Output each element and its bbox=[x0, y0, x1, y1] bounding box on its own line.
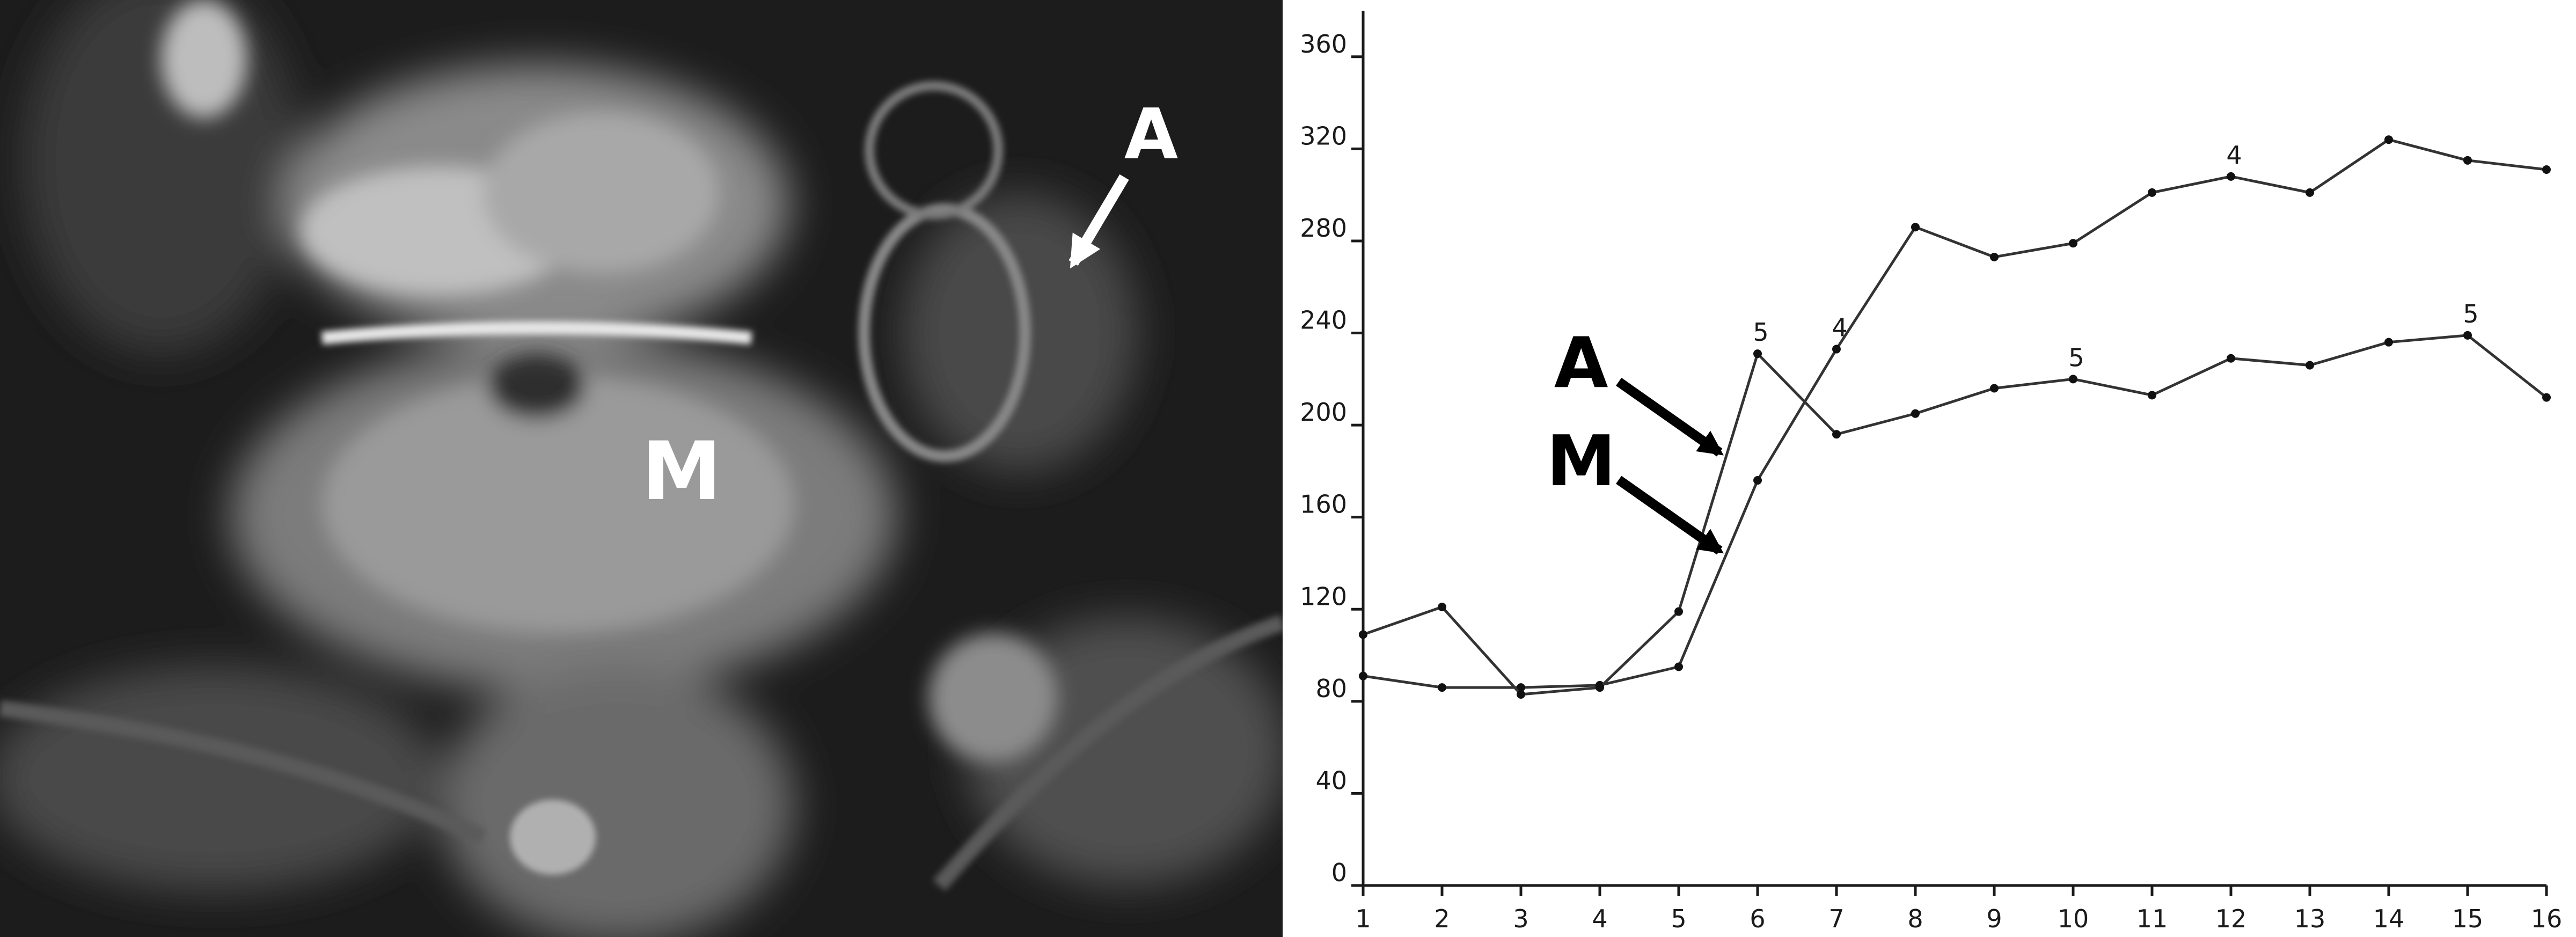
series-a-point bbox=[1517, 690, 1525, 699]
x-tick-label: 9 bbox=[1986, 904, 2002, 933]
series-a-point bbox=[1990, 384, 1999, 393]
x-tick-label: 10 bbox=[2058, 904, 2089, 933]
series-a-point bbox=[2384, 338, 2393, 347]
series-a-point bbox=[2148, 391, 2156, 400]
mri-scan: M A bbox=[0, 0, 1283, 937]
mri-image: M A bbox=[0, 0, 1283, 937]
x-tick-label: 4 bbox=[1592, 904, 1607, 933]
point-label: 4 bbox=[1832, 313, 1847, 342]
y-tick-label: 360 bbox=[1300, 30, 1347, 58]
x-tick-label: 1 bbox=[1355, 904, 1371, 933]
series-a-point bbox=[2069, 375, 2077, 384]
series-m-point bbox=[1674, 662, 1683, 671]
y-tick-label: 320 bbox=[1300, 121, 1347, 150]
point-label: 4 bbox=[2226, 141, 2242, 170]
series-a-point bbox=[2227, 354, 2235, 363]
series-m-point bbox=[1911, 223, 1920, 232]
series-m-point bbox=[1832, 345, 1841, 354]
series-m-line bbox=[1363, 138, 2547, 689]
series-a-point bbox=[1674, 607, 1683, 616]
y-tick-label: 80 bbox=[1315, 674, 1347, 703]
x-tick-label: 11 bbox=[2136, 904, 2168, 933]
x-tick-label: 16 bbox=[2531, 904, 2563, 933]
series-a-point bbox=[1832, 430, 1841, 439]
annotation-arrow bbox=[1616, 475, 1724, 555]
series-a-point bbox=[1596, 683, 1604, 692]
x-tick-label: 2 bbox=[1434, 904, 1450, 933]
x-tick-label: 8 bbox=[1907, 904, 1923, 933]
y-tick-label: 160 bbox=[1300, 490, 1347, 519]
series-m-point bbox=[1438, 683, 1446, 692]
y-tick-label: 40 bbox=[1315, 766, 1347, 795]
series-m-point bbox=[1753, 476, 1762, 485]
annotation-arrow bbox=[1616, 377, 1724, 457]
x-tick-label: 15 bbox=[2452, 904, 2484, 933]
series-m-point bbox=[2384, 135, 2393, 144]
series-a-point bbox=[2306, 361, 2314, 370]
chart-point-labels: 4 4 5 5 5 bbox=[1753, 141, 2478, 372]
series-m-point bbox=[2463, 156, 2472, 165]
series-m-point bbox=[2306, 188, 2314, 197]
x-tick-label: 14 bbox=[2373, 904, 2405, 933]
series-a-line bbox=[1363, 334, 2548, 696]
x-tick-label: 7 bbox=[1828, 904, 1844, 933]
series-a-point bbox=[2463, 331, 2472, 340]
point-label: 5 bbox=[1753, 318, 1768, 347]
y-tick-label: 240 bbox=[1300, 306, 1347, 335]
series-m-point bbox=[1359, 671, 1367, 680]
enhancement-chart: 0 40 80 120 160 200 240 280 320 360 1 2 3 4 5 6 7 8 9 10 11 1… bbox=[1283, 0, 2576, 937]
mri-mass-label: M bbox=[641, 425, 721, 518]
series-a-point bbox=[1359, 630, 1367, 639]
series-m-point bbox=[2227, 172, 2235, 181]
point-label: 5 bbox=[2068, 343, 2084, 372]
y-tick-label: 120 bbox=[1300, 582, 1347, 611]
mri-appendix-arrow bbox=[1069, 174, 1129, 269]
annotation-label: M bbox=[1547, 420, 1616, 502]
x-tick-label: 5 bbox=[1671, 904, 1686, 933]
y-tick-label: 0 bbox=[1331, 858, 1347, 887]
series-a-point bbox=[2542, 393, 2551, 402]
x-tick-label: 6 bbox=[1750, 904, 1765, 933]
series-a-point bbox=[1753, 349, 1762, 358]
series-m-point bbox=[2069, 239, 2077, 248]
series-a-point bbox=[1911, 409, 1920, 418]
series-a-point bbox=[1438, 602, 1446, 611]
point-label: 5 bbox=[2463, 299, 2478, 328]
y-tick-label: 280 bbox=[1300, 214, 1347, 243]
series-m-point bbox=[2148, 188, 2156, 197]
x-tick-label: 13 bbox=[2294, 904, 2326, 933]
mri-appendix-label: A bbox=[1124, 93, 1179, 175]
series-m-point bbox=[2542, 165, 2551, 174]
series-m-point bbox=[1990, 252, 1999, 261]
series-m-point bbox=[1517, 683, 1525, 692]
x-tick-label: 3 bbox=[1513, 904, 1528, 933]
y-tick-label: 200 bbox=[1300, 398, 1347, 427]
chart-series bbox=[1359, 135, 2551, 699]
annotation-label: A bbox=[1554, 322, 1608, 404]
x-tick-label: 12 bbox=[2215, 904, 2247, 933]
chart-annotations: MA bbox=[1547, 322, 1724, 555]
